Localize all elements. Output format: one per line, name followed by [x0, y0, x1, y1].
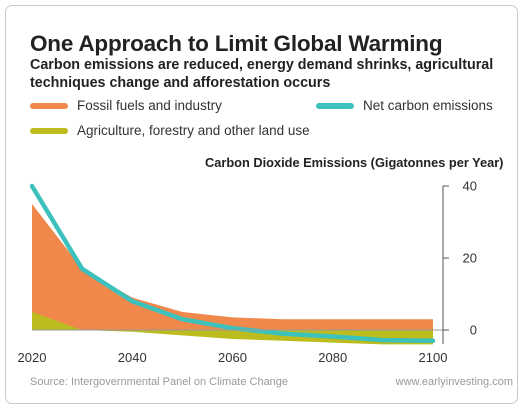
y-tick-label-40: 40 [463, 179, 477, 194]
legend-item-net: Net carbon emissions [316, 98, 493, 113]
legend-swatch-agri [30, 127, 68, 134]
legend-label-agri: Agriculture, forestry and other land use [77, 123, 310, 138]
legend-label-net: Net carbon emissions [363, 98, 493, 113]
legend-label-fossil: Fossil fuels and industry [77, 98, 222, 113]
site-url: www.earlyinvesting.com [395, 376, 513, 388]
x-tick-label-2020: 2020 [18, 350, 47, 365]
x-tick-label-2100: 2100 [419, 350, 448, 365]
series-area-fossil [32, 204, 433, 330]
series-line-net [29, 183, 436, 344]
legend-swatch-fossil [30, 102, 68, 109]
chart-subtitle: Carbon emissions are reduced, energy dem… [30, 57, 494, 91]
y-axis-label: Carbon Dioxide Emissions (Gigatonnes per… [205, 155, 504, 170]
x-tick-label-2060: 2060 [218, 350, 247, 365]
legend-swatch-net [316, 102, 354, 109]
chart-title: One Approach to Limit Global Warming [30, 31, 443, 56]
x-tick-label-2040: 2040 [118, 350, 147, 365]
source-note: Source: Intergovernmental Panel on Clima… [30, 376, 289, 388]
y-tick-label-0: 0 [470, 323, 477, 338]
x-tick-label-2080: 2080 [318, 350, 347, 365]
legend-item-fossil: Fossil fuels and industry [30, 98, 222, 113]
y-tick-label-20: 20 [463, 251, 477, 266]
legend-item-agri: Agriculture, forestry and other land use [30, 123, 310, 138]
